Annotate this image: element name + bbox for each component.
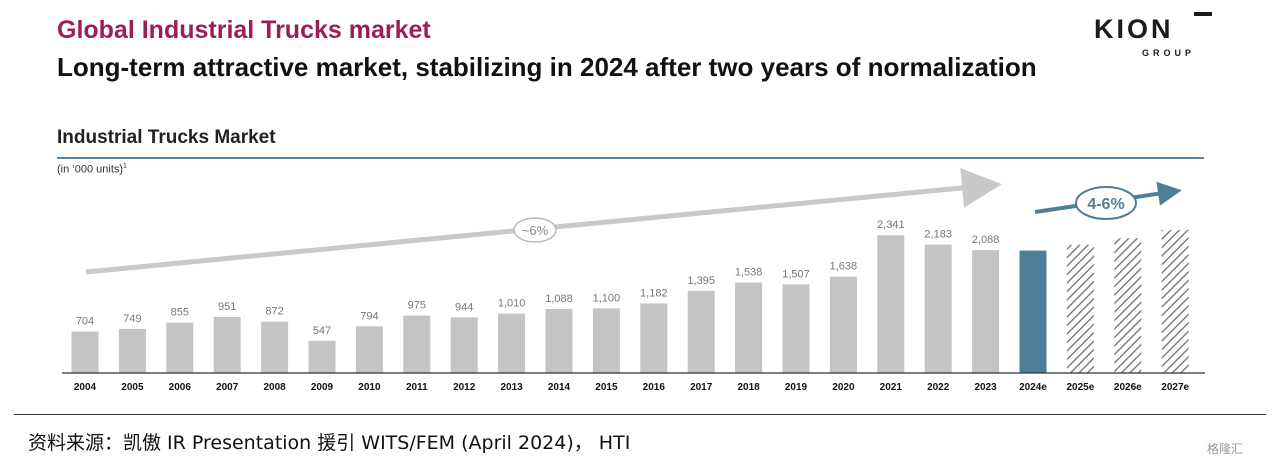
bar-2018 — [735, 282, 763, 373]
value-label-2015: 1,100 — [593, 292, 621, 304]
value-label-2010: 794 — [360, 310, 378, 322]
value-label-2007: 951 — [218, 301, 236, 313]
value-label-2023: 2,088 — [972, 234, 1000, 246]
unit-note: (in ‘000 units)1 — [57, 163, 127, 176]
x-tick-label-2025e: 2025e — [1066, 382, 1094, 393]
forecast-growth-badge: 4-6% — [1075, 186, 1137, 220]
value-label-2021: 2,341 — [877, 219, 905, 231]
x-tick-label-2027e: 2027e — [1161, 382, 1189, 393]
x-tick-label-2004: 2004 — [74, 382, 97, 393]
x-tick-label-2006: 2006 — [169, 382, 192, 393]
bar-2010 — [355, 326, 383, 373]
value-label-2011: 975 — [408, 300, 426, 312]
x-tick-label-2008: 2008 — [263, 382, 286, 393]
x-tick-label-2013: 2013 — [500, 382, 523, 393]
source-note: 资料来源：凯傲 IR Presentation 援引 WITS/FEM (Apr… — [28, 432, 631, 454]
logo-wordmark: KION — [1094, 14, 1174, 44]
value-label-2014: 1,088 — [545, 293, 573, 305]
x-tick-label-2007: 2007 — [216, 382, 239, 393]
value-label-2008: 872 — [265, 306, 283, 318]
bar-2023 — [972, 250, 1000, 373]
value-label-2006: 855 — [171, 307, 189, 319]
forecast-growth-label: 4-6% — [1087, 196, 1124, 213]
bar-2017 — [687, 290, 715, 373]
value-label-2017: 1,395 — [687, 275, 715, 287]
bar-2024e — [1019, 250, 1047, 373]
bar-2012 — [450, 317, 478, 373]
bar-2007 — [213, 317, 241, 373]
bar-2013 — [498, 313, 526, 373]
bar-2011 — [403, 315, 431, 373]
x-tick-label-2009: 2009 — [311, 382, 334, 393]
x-tick-label-2024e: 2024e — [1019, 382, 1047, 393]
bar-2019 — [782, 284, 810, 373]
value-label-2020: 1,638 — [830, 261, 858, 273]
bar-2014 — [545, 309, 573, 373]
value-label-2019: 1,507 — [782, 268, 810, 280]
x-tick-label-2018: 2018 — [737, 382, 760, 393]
long-term-growth-label: ~6% — [522, 223, 549, 238]
bar-2004 — [71, 331, 99, 373]
value-label-2016: 1,182 — [640, 287, 668, 299]
section-divider — [57, 157, 1204, 159]
value-label-2022: 2,183 — [924, 229, 952, 241]
x-tick-label-2020: 2020 — [832, 382, 855, 393]
long-term-growth-badge: ~6% — [513, 217, 557, 243]
value-label-2012: 944 — [455, 301, 473, 313]
footer-divider — [14, 414, 1266, 415]
bar-2025e — [1066, 244, 1094, 373]
x-tick-label-2014: 2014 — [548, 382, 571, 393]
bar-2005 — [118, 328, 146, 373]
bar-2006 — [166, 322, 194, 373]
kion-group-logo: KION GROUP — [1094, 12, 1214, 60]
value-label-2018: 1,538 — [735, 267, 763, 279]
x-tick-label-2017: 2017 — [690, 382, 713, 393]
value-label-2004: 704 — [76, 316, 94, 328]
x-tick-label-2010: 2010 — [358, 382, 381, 393]
unit-footnote-marker: 1 — [123, 163, 127, 170]
bar-2021 — [877, 235, 905, 373]
x-tick-label-2026e: 2026e — [1114, 382, 1142, 393]
value-label-2009: 547 — [313, 325, 331, 337]
watermark: 格隆汇 — [1207, 442, 1244, 456]
x-tick-label-2012: 2012 — [453, 382, 476, 393]
bar-2009 — [308, 340, 336, 373]
x-tick-label-2019: 2019 — [785, 382, 808, 393]
logo-accent-bar — [1194, 12, 1212, 16]
bar-2015 — [592, 308, 620, 373]
chart-section-title: Industrial Trucks Market — [57, 127, 276, 148]
value-label-2013: 1,010 — [498, 298, 526, 310]
bar-2008 — [261, 321, 289, 373]
x-tick-label-2023: 2023 — [974, 382, 997, 393]
x-tick-label-2005: 2005 — [121, 382, 144, 393]
bar-2026e — [1114, 238, 1142, 373]
bar-2020 — [829, 276, 857, 373]
page-subtitle: Long-term attractive market, stabilizing… — [57, 52, 1037, 82]
bar-2016 — [640, 303, 668, 373]
x-tick-label-2022: 2022 — [927, 382, 950, 393]
bar-2022 — [924, 244, 952, 373]
x-tick-label-2015: 2015 — [595, 382, 618, 393]
value-label-2005: 749 — [123, 313, 141, 325]
x-tick-label-2011: 2011 — [406, 382, 428, 393]
logo-subtext: GROUP — [1142, 48, 1196, 58]
bar-2027e — [1161, 230, 1189, 373]
page-title: Global Industrial Trucks market — [57, 16, 431, 44]
x-tick-label-2021: 2021 — [880, 382, 903, 393]
x-tick-label-2016: 2016 — [643, 382, 666, 393]
